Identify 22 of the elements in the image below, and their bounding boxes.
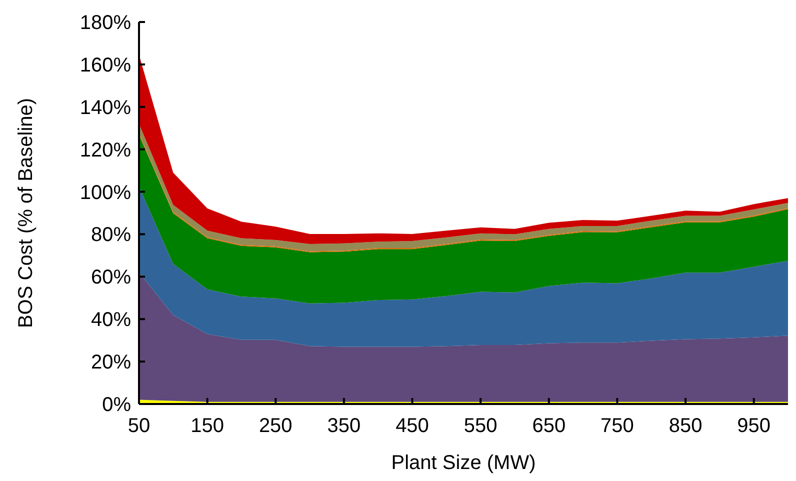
x-tick-label: 350 <box>327 415 361 437</box>
y-tick-label: 120% <box>80 139 132 162</box>
y-axis-title: BOS Cost (% of Baseline) <box>15 98 37 328</box>
x-tick-label: 450 <box>396 415 429 437</box>
y-tick-label: 140% <box>80 96 132 119</box>
y-tick-label: 40% <box>90 309 132 332</box>
y-tick-label: 20% <box>90 352 132 374</box>
y-tick-label: 160% <box>80 54 132 76</box>
x-tick-label: 650 <box>532 415 566 437</box>
y-tick-label: 80% <box>90 224 132 246</box>
x-tick-label: 850 <box>668 415 702 437</box>
x-tick-label: 50 <box>128 415 150 437</box>
x-tick-label: 950 <box>737 415 771 437</box>
y-tick-label: 0% <box>102 394 132 416</box>
x-tick-label: 250 <box>258 415 292 437</box>
x-axis-title: Plant Size (MW) <box>391 452 536 474</box>
y-tick-label: 60% <box>90 266 132 289</box>
x-tick-label: 550 <box>464 415 498 437</box>
x-tick-label: 150 <box>190 415 224 437</box>
y-tick-label: 180% <box>80 12 132 34</box>
x-tick-label: 750 <box>600 415 634 437</box>
y-tick-label: 100% <box>80 182 132 204</box>
